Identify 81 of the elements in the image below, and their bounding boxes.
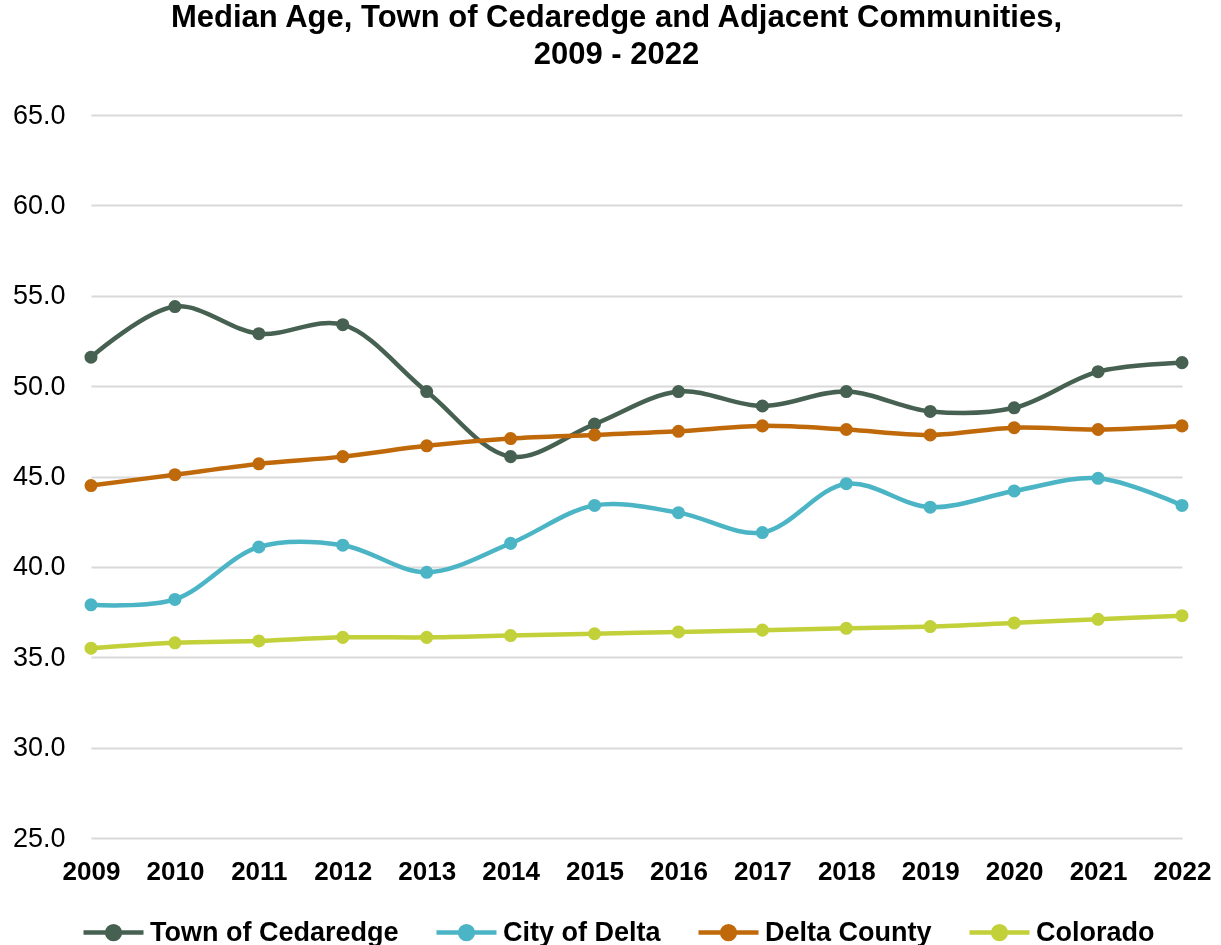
- point: [671, 625, 685, 639]
- point: [84, 598, 98, 612]
- x-tick-label: 2018: [817, 855, 876, 886]
- point: [1007, 484, 1021, 498]
- x-tick-label: 2017: [733, 855, 792, 886]
- y-tick-label: 65.0: [12, 99, 66, 130]
- point: [252, 457, 266, 471]
- point: [420, 385, 434, 399]
- y-tick-label: 25.0: [12, 822, 66, 853]
- point: [588, 428, 602, 442]
- x-tick-label: 2012: [314, 855, 373, 886]
- point: [504, 536, 518, 550]
- point: [588, 627, 602, 641]
- point: [1175, 356, 1189, 370]
- point: [588, 417, 602, 431]
- point: [504, 432, 518, 446]
- point: [336, 318, 350, 332]
- point: [588, 498, 602, 512]
- point: [1091, 612, 1105, 626]
- point: [1091, 423, 1105, 437]
- x-tick-label: 2015: [566, 855, 624, 886]
- point: [336, 538, 350, 552]
- y-tick-label: 40.0: [12, 551, 66, 582]
- point: [168, 300, 182, 314]
- point: [1007, 401, 1021, 415]
- point: [252, 634, 266, 648]
- point: [755, 526, 769, 540]
- point: [1175, 609, 1189, 623]
- x-tick-label: 2016: [650, 855, 708, 886]
- point: [1175, 419, 1189, 433]
- point: [1175, 498, 1189, 512]
- chart-title: Median Age, Town of Cedaredge and Adjacent Communities, 2009 - 2022: [170, 0, 1063, 71]
- point: [252, 540, 266, 554]
- point: [923, 620, 937, 634]
- point: [168, 636, 182, 650]
- x-tick-label: 2020: [985, 855, 1044, 886]
- x-tick-label: 2021: [1069, 855, 1128, 886]
- point: [84, 479, 98, 493]
- x-tick-label: 2010: [146, 855, 205, 886]
- point: [336, 450, 350, 464]
- point: [671, 385, 685, 399]
- y-tick-label: 55.0: [12, 280, 66, 311]
- point: [168, 468, 182, 482]
- point: [1091, 471, 1105, 485]
- y-tick-label: 45.0: [12, 461, 66, 491]
- x-tick-label: 2013: [398, 855, 457, 886]
- point: [420, 439, 434, 453]
- x-tick-label: 2014: [482, 855, 541, 886]
- point: [504, 629, 518, 643]
- point: [839, 423, 853, 437]
- point: [1007, 616, 1021, 630]
- point: [923, 500, 937, 514]
- point: [671, 506, 685, 520]
- x-tick-label: 2011: [231, 855, 288, 886]
- point: [420, 630, 434, 644]
- point: [336, 630, 350, 644]
- point: [504, 450, 518, 464]
- point: [168, 592, 182, 606]
- point: [755, 399, 769, 413]
- point: [839, 621, 853, 635]
- point: [923, 404, 937, 418]
- y-tick-label: 60.0: [12, 189, 66, 220]
- point: [84, 641, 98, 655]
- x-tick-label: 2019: [901, 855, 960, 886]
- y-tick-label: 30.0: [12, 732, 66, 763]
- point: [1091, 365, 1105, 379]
- point: [671, 424, 685, 438]
- y-tick-label: 35.0: [12, 641, 66, 672]
- legend-label: Colorado: [1036, 916, 1155, 945]
- point: [839, 477, 853, 491]
- point: [839, 385, 853, 399]
- x-tick-label: 2009: [62, 855, 121, 886]
- point: [923, 428, 937, 442]
- y-tick-label: 50.0: [12, 370, 66, 401]
- point: [84, 350, 98, 364]
- point: [252, 327, 266, 341]
- point: [755, 623, 769, 637]
- point: [755, 419, 769, 433]
- point: [420, 565, 434, 579]
- x-tick-label: 2022: [1153, 855, 1212, 886]
- point: [1007, 421, 1021, 435]
